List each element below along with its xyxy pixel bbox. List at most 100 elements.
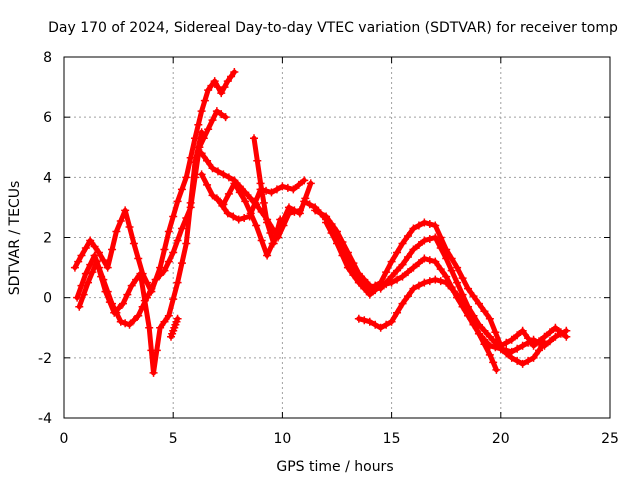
y-tick-label: 8 <box>43 50 52 66</box>
data-point <box>92 257 101 266</box>
data-point <box>276 215 285 224</box>
data-point <box>398 239 407 248</box>
data-point <box>436 277 445 286</box>
data-point <box>365 290 374 299</box>
data-point <box>186 198 195 207</box>
data-point <box>147 284 156 293</box>
data-point <box>420 278 429 287</box>
data-point <box>182 239 191 248</box>
data-point <box>464 284 473 293</box>
data-point <box>129 239 138 248</box>
data-point <box>529 353 538 362</box>
data-point <box>221 113 230 122</box>
data-point <box>101 287 110 296</box>
data-point <box>376 323 385 332</box>
data-point <box>387 278 396 287</box>
data-point <box>118 299 127 308</box>
data-point <box>267 188 276 197</box>
data-point <box>129 316 138 325</box>
data-point <box>393 266 402 275</box>
data-point <box>513 356 522 365</box>
data-point <box>436 265 445 274</box>
data-point <box>90 242 99 251</box>
data-point <box>182 173 191 182</box>
data-point <box>200 96 209 105</box>
data-point <box>311 206 320 215</box>
data-point <box>365 317 374 326</box>
data-point <box>425 277 434 286</box>
data-point <box>191 158 200 167</box>
data-point <box>491 328 500 337</box>
data-point <box>160 245 169 254</box>
data-point <box>387 257 396 266</box>
data-point <box>453 263 462 272</box>
data-point <box>186 153 195 162</box>
data-point <box>398 272 407 281</box>
data-point <box>513 344 522 353</box>
data-point <box>420 218 429 227</box>
data-point <box>110 308 119 317</box>
data-point <box>251 198 260 207</box>
data-point <box>169 295 178 304</box>
data-point <box>409 263 418 272</box>
data-point <box>300 197 309 206</box>
data-point <box>250 134 259 143</box>
data-point <box>70 263 79 272</box>
x-tick-label: 20 <box>492 431 510 447</box>
data-point <box>496 344 505 353</box>
data-point <box>136 269 145 278</box>
series-track-12 <box>167 314 182 341</box>
data-point <box>224 189 233 198</box>
data-point <box>125 222 134 231</box>
data-point <box>197 128 206 137</box>
data-point <box>431 221 440 230</box>
data-point <box>77 251 86 260</box>
data-point <box>425 219 434 228</box>
data-point <box>203 180 212 189</box>
data-point <box>245 212 254 221</box>
data-point <box>398 260 407 269</box>
data-point <box>284 203 293 212</box>
series-track-10 <box>322 218 549 368</box>
data-point <box>300 176 309 185</box>
data-point <box>474 299 483 308</box>
data-point <box>464 308 473 317</box>
data-point <box>414 281 423 290</box>
data-point <box>431 275 440 284</box>
data-point <box>218 201 227 210</box>
data-point <box>212 194 221 203</box>
data-point <box>234 215 243 224</box>
data-point <box>140 296 149 305</box>
data-point <box>112 227 121 236</box>
data-point <box>551 332 560 341</box>
data-point <box>524 338 533 347</box>
data-point <box>453 290 462 299</box>
data-point <box>349 271 358 280</box>
data-point <box>121 319 130 328</box>
data-point <box>485 332 494 341</box>
data-point <box>442 254 451 263</box>
data-point <box>540 338 549 347</box>
data-point <box>235 188 244 197</box>
data-point <box>489 358 498 367</box>
data-point <box>217 110 226 119</box>
data-point <box>224 173 233 182</box>
data-point <box>518 341 527 350</box>
data-point <box>469 319 478 328</box>
data-point <box>73 293 82 302</box>
x-tick-label: 10 <box>273 431 291 447</box>
data-point <box>212 107 221 116</box>
data-point <box>360 275 369 284</box>
x-tick-label: 0 <box>60 431 69 447</box>
data-point <box>403 253 412 262</box>
axis-ticks: 0 5 10 15 20 25 -4 -2 0 2 4 6 8 <box>38 50 619 447</box>
data-point <box>480 340 489 349</box>
data-point <box>409 224 418 233</box>
data-point <box>485 314 494 323</box>
series-track-1 <box>70 68 239 296</box>
data-series <box>70 68 571 377</box>
data-point <box>360 284 369 293</box>
data-point <box>371 286 380 295</box>
data-point <box>210 77 219 86</box>
data-point <box>354 278 363 287</box>
